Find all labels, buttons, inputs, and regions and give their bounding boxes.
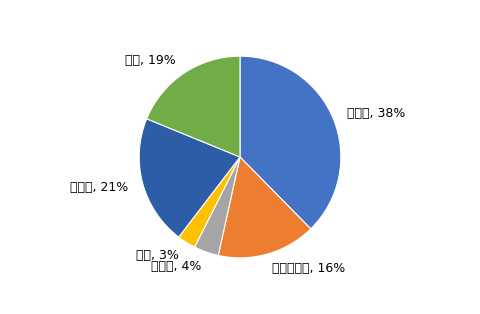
- Wedge shape: [179, 157, 240, 247]
- Wedge shape: [139, 119, 240, 237]
- Text: 落雷, 3%: 落雷, 3%: [135, 249, 179, 262]
- Wedge shape: [218, 157, 311, 258]
- Text: たばこ, 4%: たばこ, 4%: [151, 260, 201, 273]
- Text: 不明, 19%: 不明, 19%: [125, 54, 175, 67]
- Wedge shape: [147, 56, 240, 157]
- Text: 故れ草焼き, 16%: 故れ草焼き, 16%: [272, 262, 345, 275]
- Text: その他, 21%: その他, 21%: [70, 181, 128, 194]
- Text: たき火, 38%: たき火, 38%: [348, 106, 406, 120]
- Wedge shape: [240, 56, 341, 229]
- Wedge shape: [195, 157, 240, 256]
